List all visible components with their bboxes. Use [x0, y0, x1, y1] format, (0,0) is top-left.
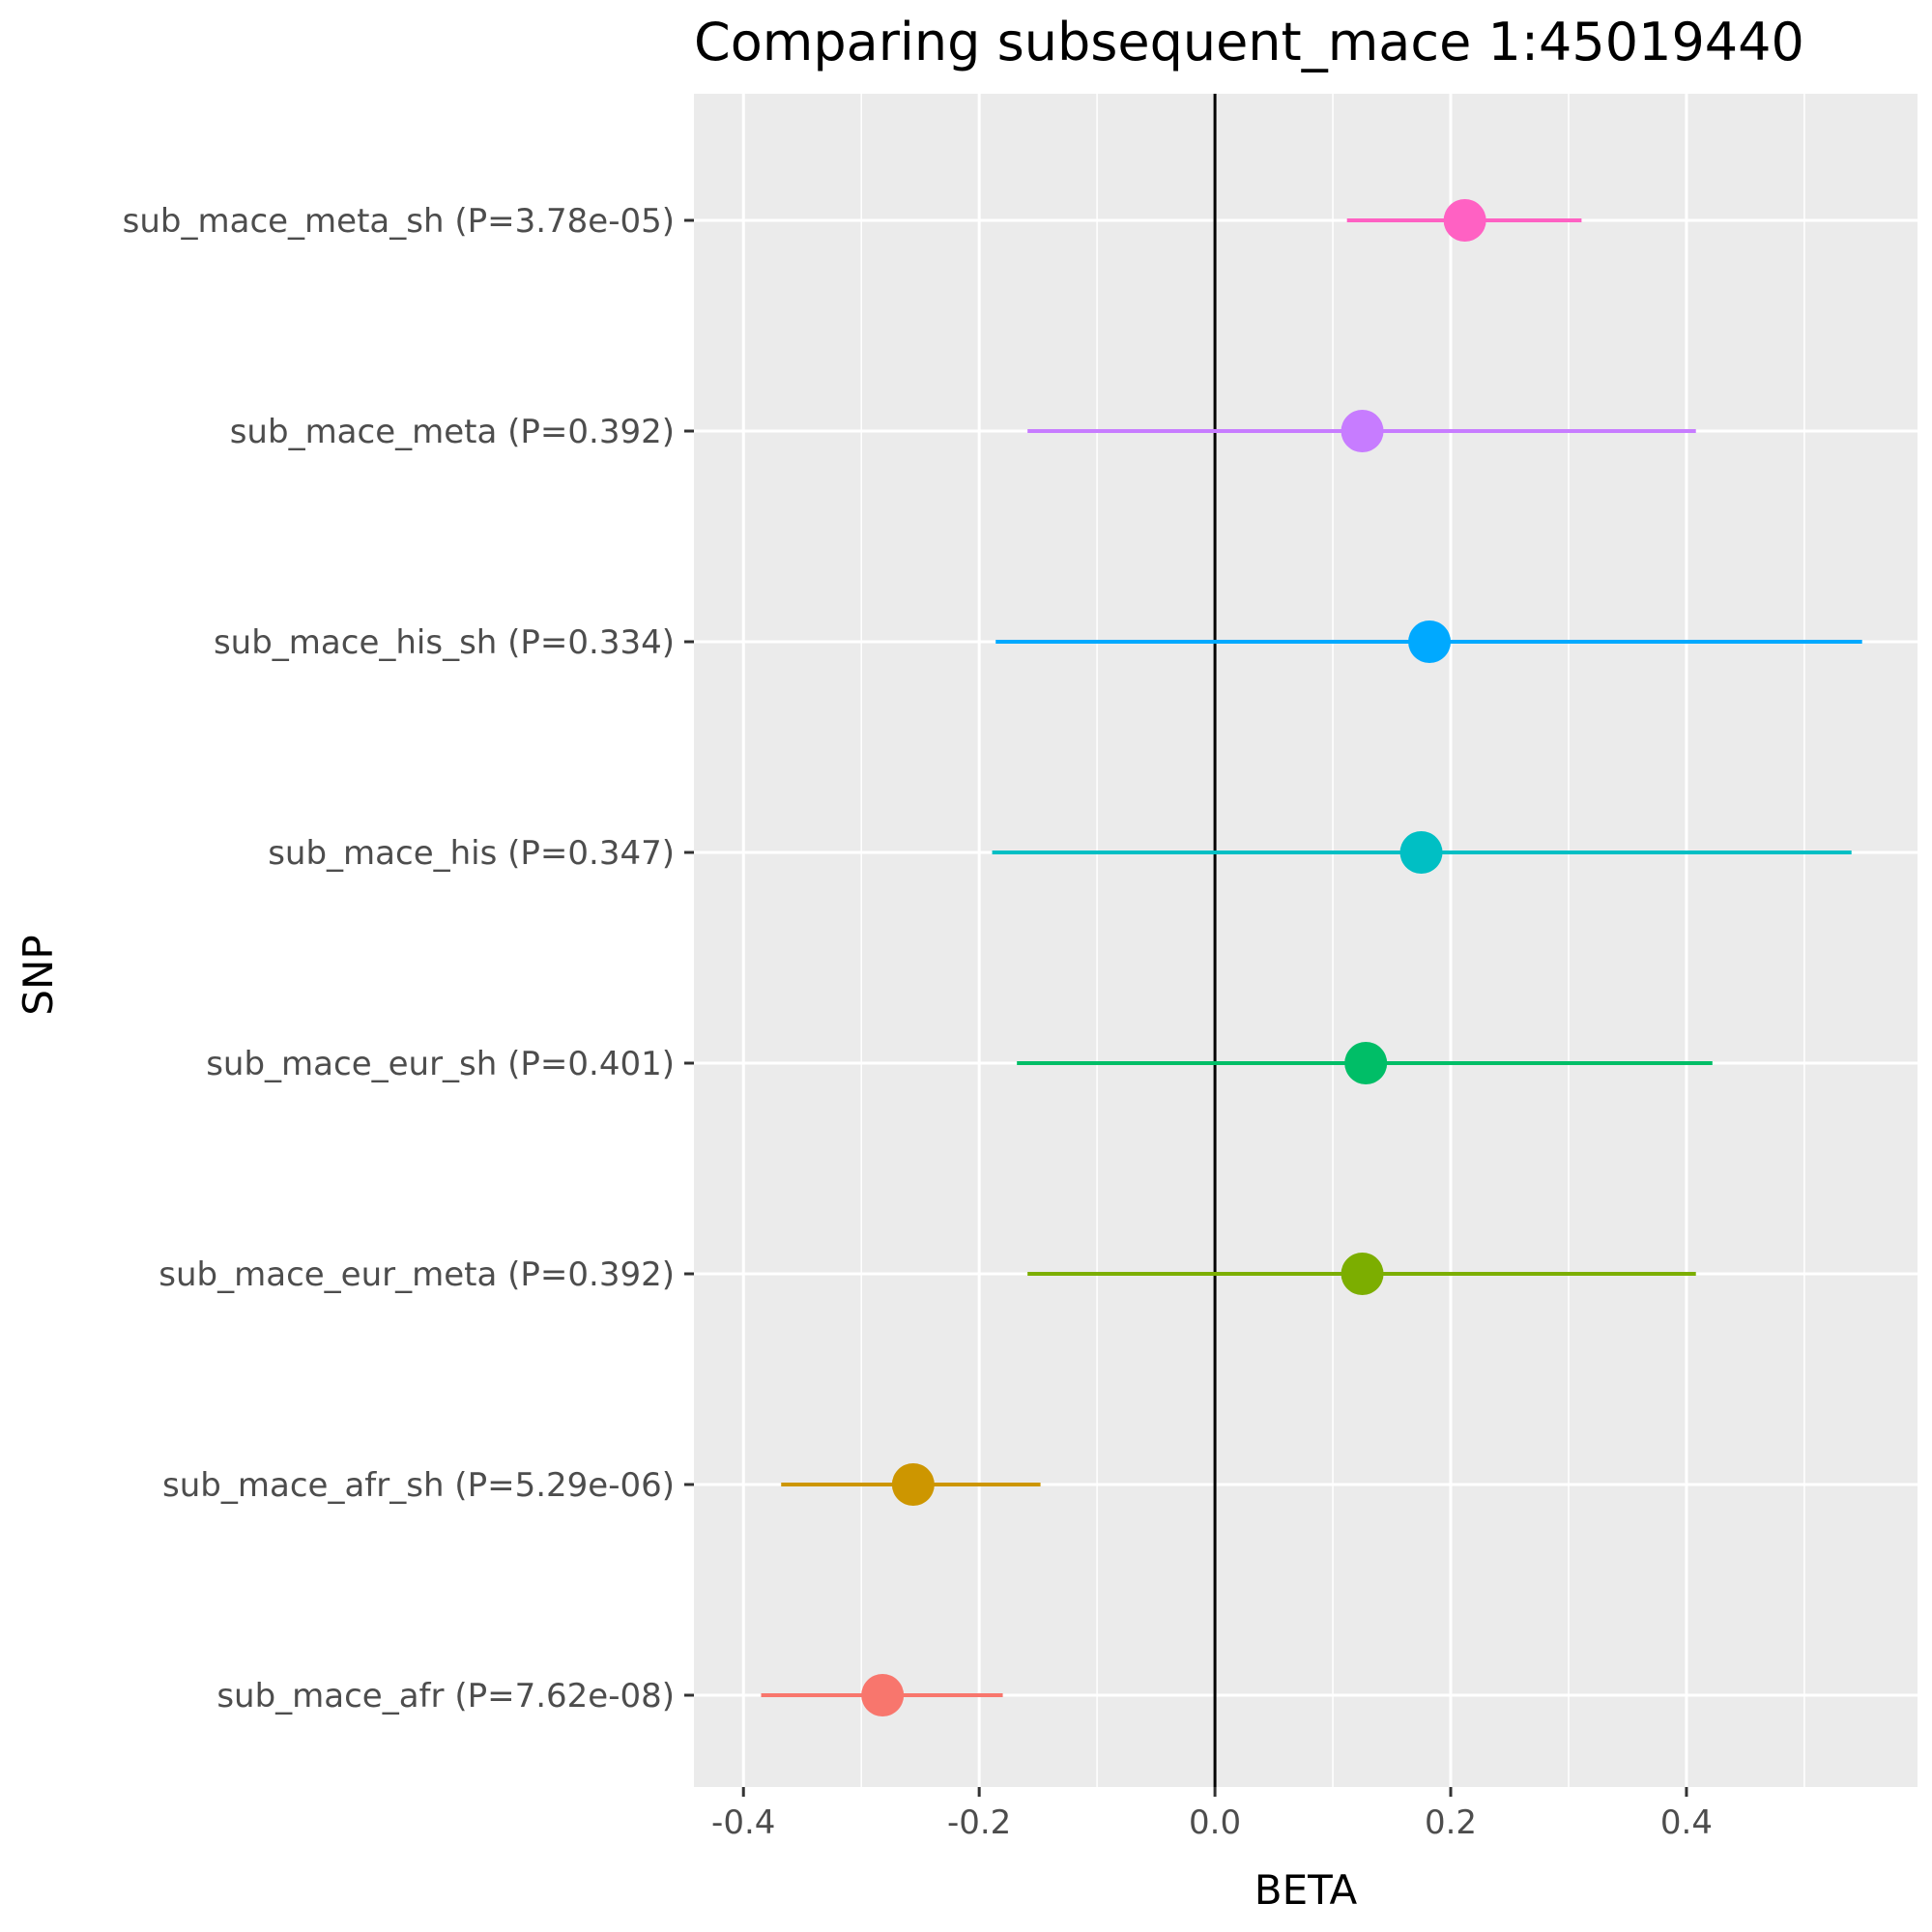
x-tick-label: 0.2: [1425, 1803, 1477, 1842]
x-tick-label: 0.0: [1189, 1803, 1241, 1842]
y-tick-label: sub_mace_eur_sh (P=0.401): [206, 1045, 675, 1083]
beta-point: [1341, 410, 1384, 452]
beta-point: [1344, 1042, 1388, 1084]
x-tick-label: 0.4: [1660, 1803, 1713, 1842]
x-tick-label: -0.2: [947, 1803, 1011, 1842]
chart-title: Comparing subsequent_mace 1:45019440: [694, 12, 1804, 72]
y-tick-label: sub_mace_his (P=0.347): [268, 834, 675, 873]
y-tick-label: sub_mace_afr_sh (P=5.29e-06): [162, 1466, 675, 1505]
y-tick-label: sub_mace_meta (P=0.392): [230, 413, 675, 451]
y-tick-label: sub_mace_meta_sh (P=3.78e-05): [123, 202, 675, 241]
x-tick-label: -0.4: [711, 1803, 775, 1842]
plot-panel: [694, 94, 1918, 1787]
beta-point: [891, 1463, 935, 1506]
data-rows: [761, 199, 1862, 1716]
beta-point: [1341, 1253, 1384, 1295]
beta-point: [1399, 831, 1443, 874]
y-axis: sub_mace_meta_sh (P=3.78e-05) sub_mace_me…: [123, 202, 694, 1716]
beta-point: [1408, 620, 1452, 663]
x-axis-title: BETA: [1254, 1866, 1358, 1914]
y-tick-label: sub_mace_his_sh (P=0.334): [214, 623, 675, 662]
minor-gridlines: [860, 94, 1805, 1787]
beta-point: [1443, 199, 1486, 242]
y-axis-title: SNP: [14, 935, 62, 1015]
y-tick-label: sub_mace_afr (P=7.62e-08): [216, 1677, 675, 1716]
x-axis: -0.4 -0.2 0.0 0.2 0.4: [711, 1787, 1713, 1842]
y-tick-label: sub_mace_eur_meta (P=0.392): [159, 1255, 675, 1294]
beta-point: [861, 1674, 905, 1716]
